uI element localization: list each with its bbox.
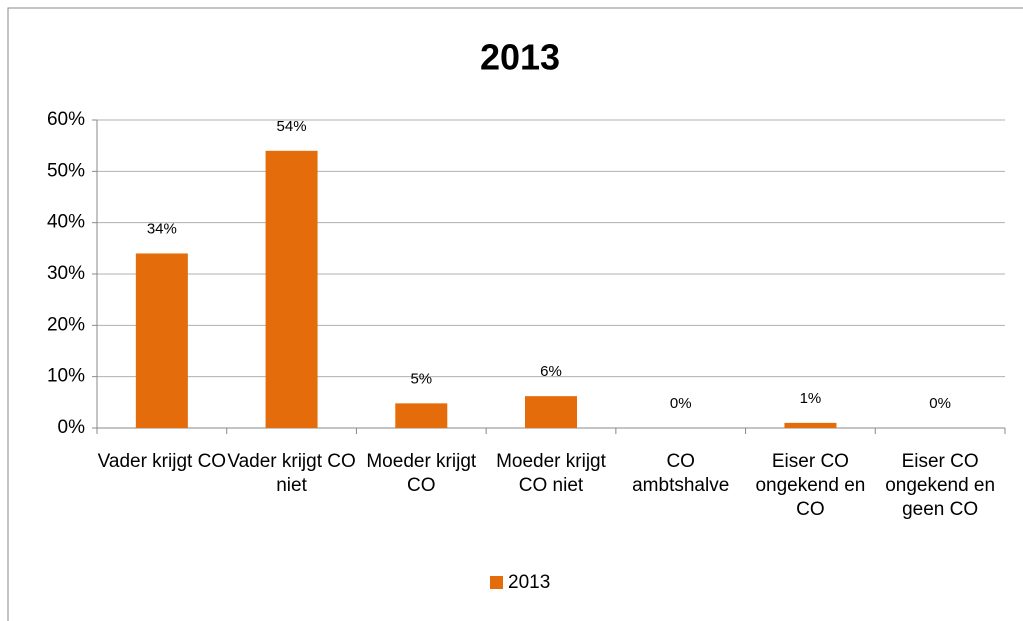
y-tick-label: 10% [47, 366, 85, 387]
data-label: 0% [929, 395, 951, 412]
bar [395, 403, 448, 428]
legend-label: 2013 [508, 572, 550, 593]
x-tick-label: Vader krijgt CO [97, 451, 227, 472]
bar [784, 422, 837, 428]
y-tick-label: 50% [47, 160, 85, 181]
x-tick-label: Moeder krijgt CO [366, 451, 477, 496]
legend-swatch [490, 576, 503, 589]
data-label: 6% [540, 363, 562, 380]
x-tick-label: Moeder krijgt CO niet [496, 451, 606, 496]
x-tick-label: Eiser CO ongekend en CO [755, 451, 866, 520]
chart-frame [7, 7, 1023, 621]
data-label: 5% [410, 370, 432, 387]
y-tick-label: 30% [47, 263, 85, 284]
y-tick-label: 60% [47, 109, 85, 130]
data-label: 1% [800, 390, 822, 407]
y-tick-label: 20% [47, 314, 85, 335]
bar [135, 253, 188, 428]
data-label: 34% [147, 220, 177, 237]
chart-title: 2013 [480, 37, 560, 78]
x-tick-label: Eiser CO ongekend en geen CO [885, 451, 996, 520]
y-tick-label: 0% [58, 417, 86, 438]
y-tick-label: 40% [47, 212, 85, 233]
data-label: 54% [277, 118, 307, 135]
x-tick-label: Vader krijgt CO niet [227, 451, 356, 496]
bar [525, 396, 577, 428]
x-tick-label: CO ambtshalve [632, 451, 730, 496]
data-label: 0% [670, 395, 692, 412]
bar [265, 150, 318, 429]
